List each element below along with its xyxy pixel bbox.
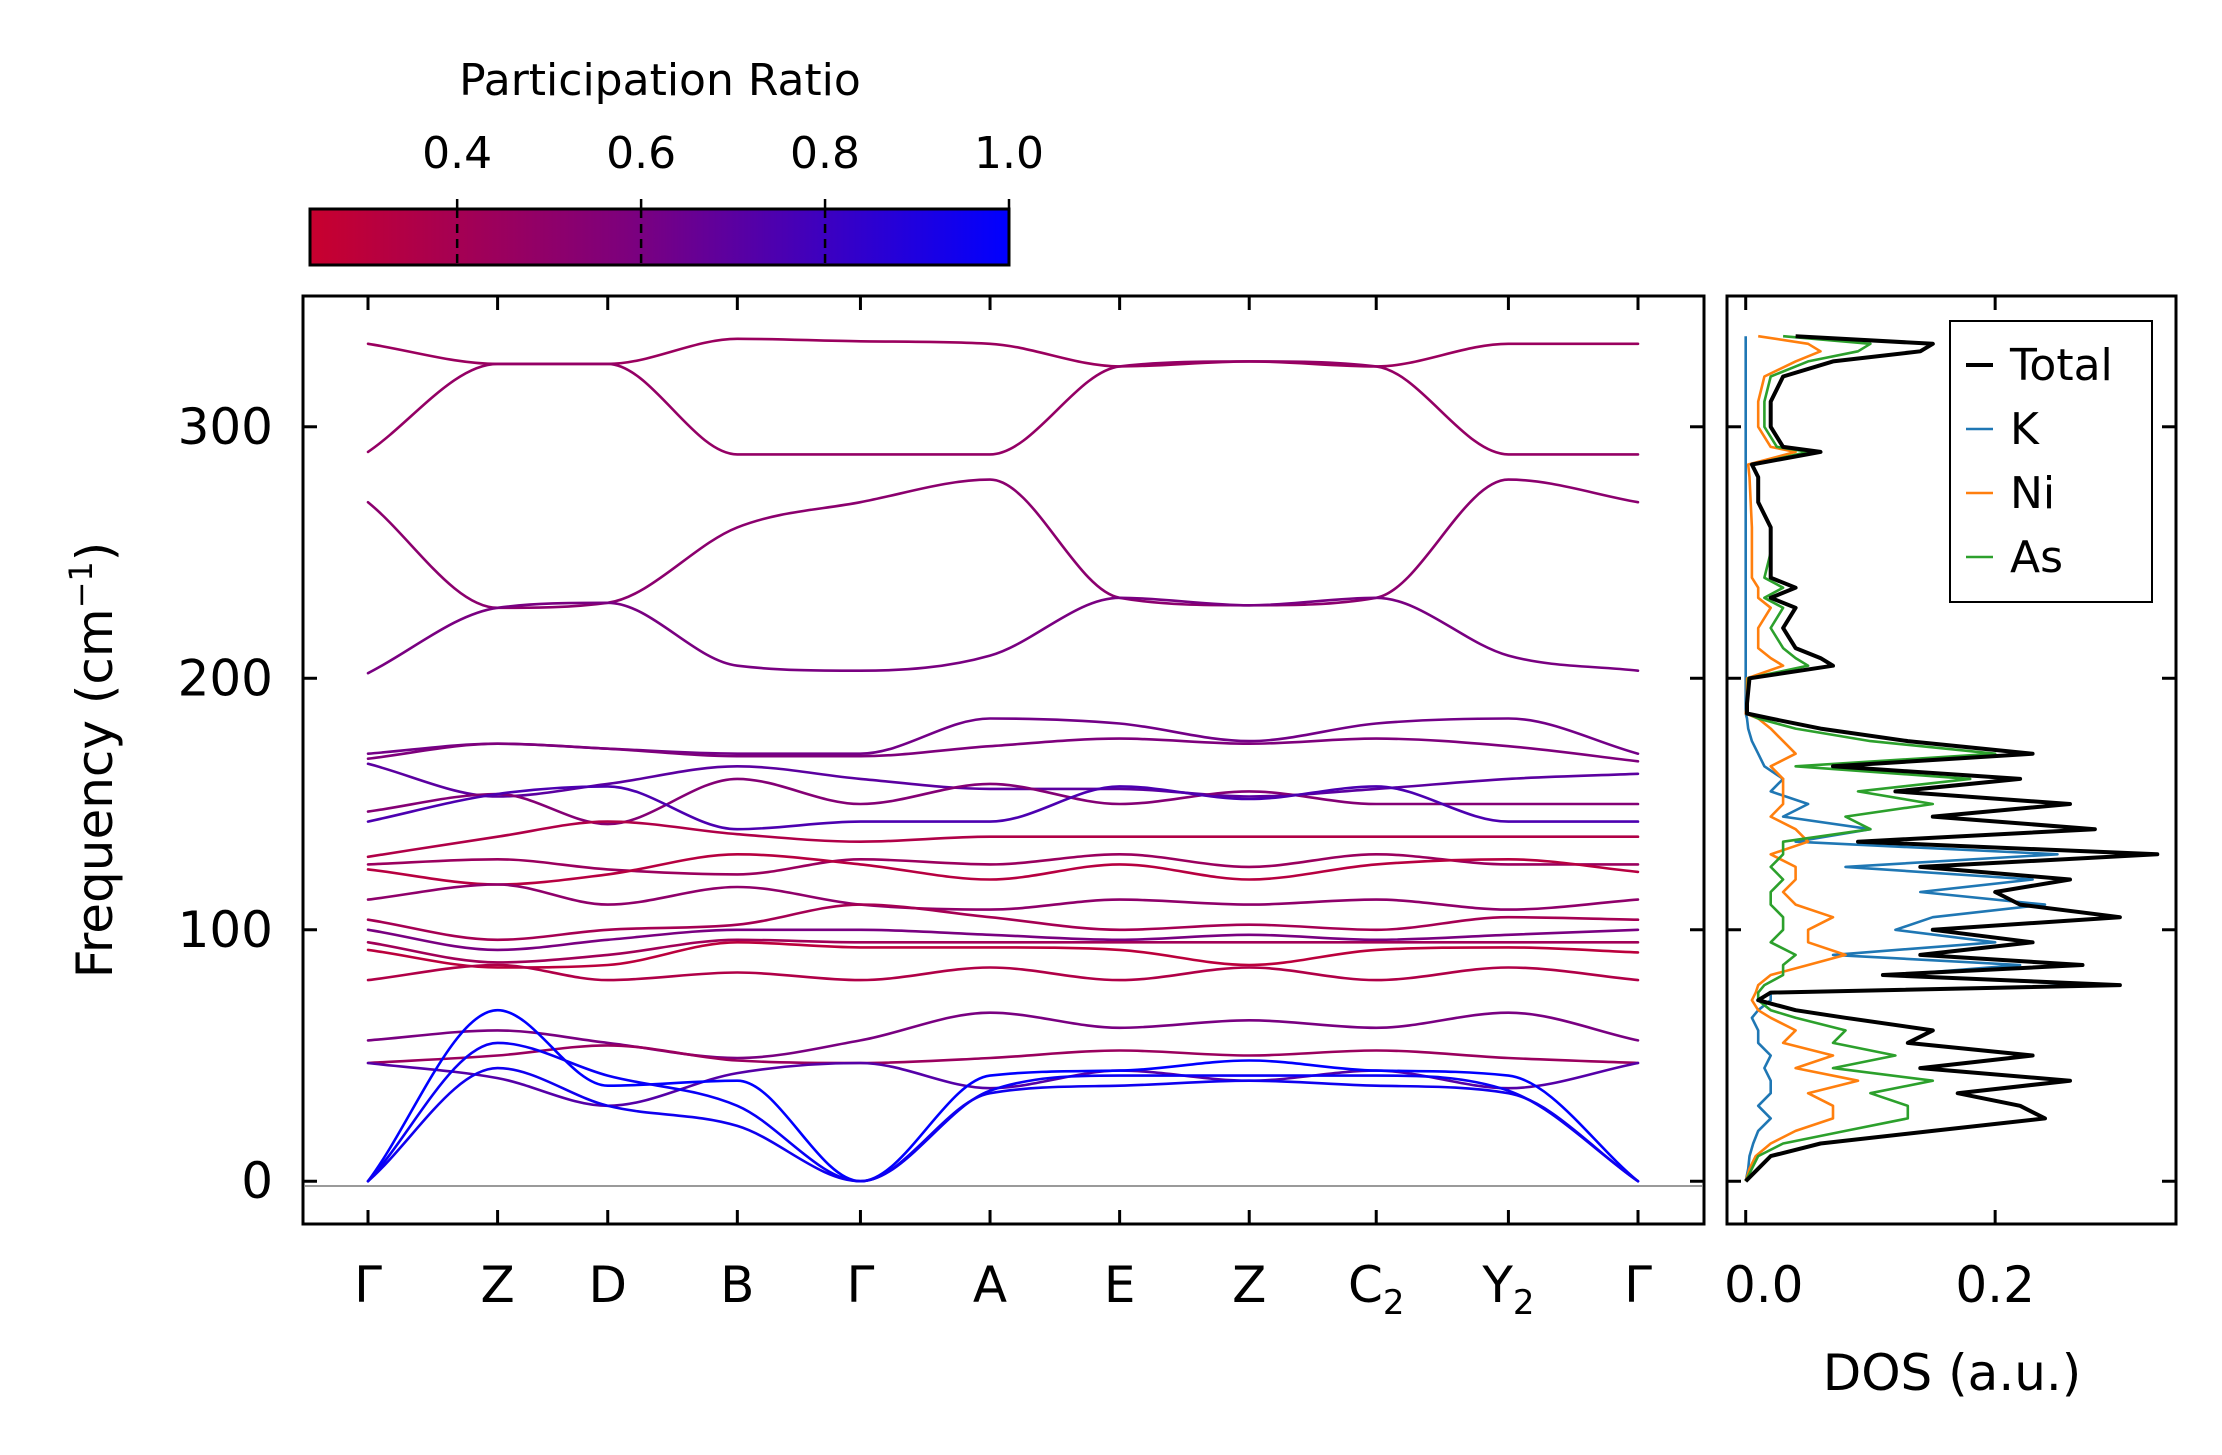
legend-items: Total K Ni As <box>1966 340 2113 583</box>
k-point-label-base: Γ <box>354 1256 382 1314</box>
k-point-label: Γ <box>1624 1256 1652 1314</box>
phonon-band-9 <box>366 785 1640 831</box>
legend-label: Ni <box>2010 468 2055 519</box>
legend-item-total: Total <box>1966 340 2113 391</box>
phonon-band-2 <box>366 360 1640 456</box>
band-frame <box>301 294 1706 1226</box>
k-point-label: E <box>1104 1256 1136 1314</box>
phonon-band-23 <box>366 1041 1640 1183</box>
dos-curve-ni <box>1744 334 1860 1182</box>
phonon-band-15 <box>366 928 1640 952</box>
legend-label: As <box>2010 532 2063 583</box>
dos-x-tick-label: 0.2 <box>1955 1256 2035 1314</box>
x-axis-label: DOS (a.u.) <box>1823 1344 2082 1402</box>
colorbar-title: Participation Ratio <box>459 55 861 106</box>
k-point-label-base: C <box>1348 1256 1383 1314</box>
k-point-label-base: D <box>588 1256 627 1314</box>
legend-box <box>1949 320 2153 603</box>
phonon-band-18 <box>366 963 1640 982</box>
dos-curves <box>1744 334 2160 1183</box>
phonon-band-14 <box>366 903 1640 942</box>
phonon-band-16 <box>366 938 1640 964</box>
k-point-label-base: Γ <box>847 1256 875 1314</box>
k-point-label-base: Z <box>1232 1256 1266 1314</box>
y-tick-label: 300 <box>178 398 273 456</box>
phonon-band-8 <box>366 777 1640 826</box>
dos-panel: 0.0 0.2 DOS (a.u.) Total K Ni As <box>1724 294 2178 1402</box>
legend-item-ni: Ni <box>1966 468 2055 519</box>
k-point-label: Y2 <box>1481 1256 1534 1323</box>
y-tick-label: 200 <box>178 649 273 707</box>
phonon-band-1 <box>366 337 1640 368</box>
colorbar-tick-label: 0.6 <box>606 128 676 179</box>
phonon-band-20 <box>366 1044 1640 1065</box>
phonon-band-13 <box>366 883 1640 911</box>
k-point-label-base: A <box>973 1256 1007 1314</box>
dos-curve-total <box>1744 334 2160 1183</box>
k-point-label: Z <box>480 1256 514 1314</box>
dos-x-tick-label: 0.0 <box>1724 1256 1804 1314</box>
dos-curve-k <box>1744 336 2097 1182</box>
k-point-label-base: B <box>720 1256 754 1314</box>
dos-axes: 0.0 0.2 <box>1724 296 2176 1314</box>
phonon-band-22 <box>366 1008 1640 1183</box>
k-point-label: A <box>973 1256 1007 1314</box>
k-point-label: D <box>588 1256 627 1314</box>
k-point-label-base: E <box>1104 1256 1136 1314</box>
phonon-bands <box>366 337 1640 1183</box>
legend-item-as: As <box>1966 532 2063 583</box>
phonon-band-5 <box>366 717 1640 756</box>
phonon-band-11 <box>366 853 1640 876</box>
colorbar: Participation Ratio 0.4 0.6 0.8 1.0 <box>308 55 1044 267</box>
legend: Total K Ni As <box>1949 320 2153 603</box>
k-point-label: Z <box>1232 1256 1266 1314</box>
colorbar-ticks: 0.4 0.6 0.8 1.0 <box>422 128 1044 265</box>
y-axis-label-sup: −1 <box>62 561 100 608</box>
k-point-label: B <box>720 1256 754 1314</box>
colorbar-gradient <box>308 207 1011 267</box>
y-axis-label-end: ) <box>66 542 124 562</box>
phonon-band-24 <box>366 1066 1640 1183</box>
phonon-band-7 <box>366 762 1640 798</box>
k-point-label-sub: 2 <box>1513 1283 1535 1323</box>
phonon-band-6 <box>366 737 1640 763</box>
phonon-band-21 <box>366 1061 1640 1108</box>
colorbar-tick-label: 0.8 <box>790 128 860 179</box>
legend-item-k: K <box>1966 404 2040 455</box>
y-axis-label-main: Frequency (cm <box>66 608 124 978</box>
phonon-band-12 <box>366 853 1640 886</box>
legend-label: Total <box>2009 340 2113 391</box>
phonon-band-10 <box>366 820 1640 859</box>
colorbar-tick-label: 1.0 <box>974 128 1044 179</box>
y-axis-label: Frequency (cm−1) <box>62 542 124 979</box>
k-point-label-base: Z <box>480 1256 514 1314</box>
k-point-label: Γ <box>354 1256 382 1314</box>
k-point-label-base: Γ <box>1624 1256 1652 1314</box>
phonon-band-3 <box>366 478 1640 610</box>
k-point-label-base: Y <box>1481 1256 1513 1314</box>
k-point-label: C2 <box>1348 1256 1405 1323</box>
k-point-label-sub: 2 <box>1383 1283 1405 1323</box>
phonon-band-4 <box>366 596 1640 675</box>
phonon-band-19 <box>366 1011 1640 1060</box>
dos-frame <box>1725 294 2178 1226</box>
legend-label: K <box>2010 404 2040 455</box>
y-tick-label: 0 <box>241 1152 273 1210</box>
y-tick-label: 100 <box>178 901 273 959</box>
colorbar-tick-label: 0.4 <box>422 128 492 179</box>
k-point-label: Γ <box>847 1256 875 1314</box>
phonon-band-17 <box>366 941 1640 969</box>
